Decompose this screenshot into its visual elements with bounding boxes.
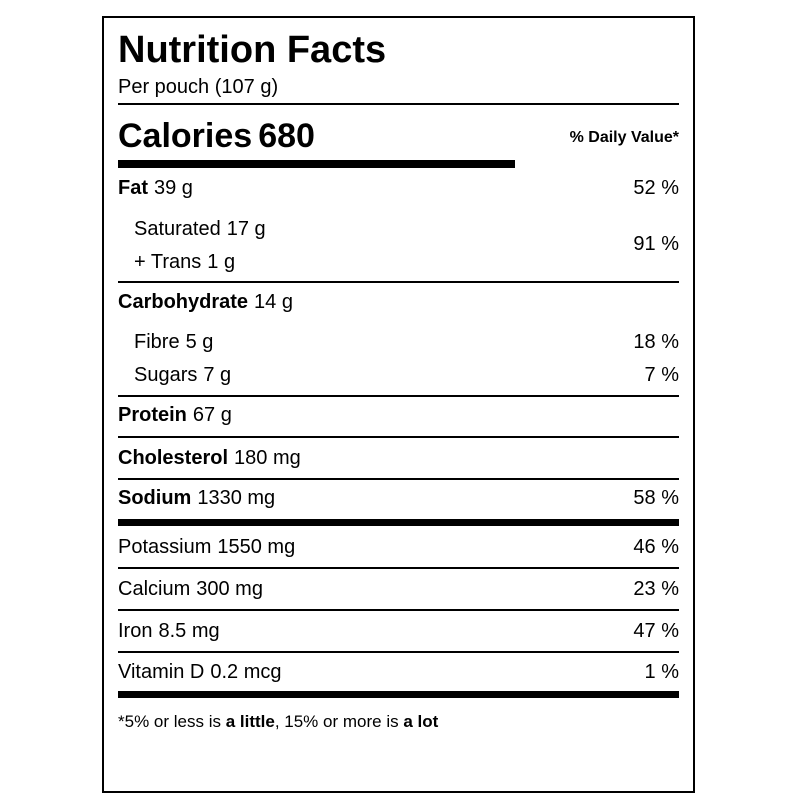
name: Cholesterol [118, 447, 229, 469]
amount: 67 g [192, 404, 232, 426]
dv: 7 % [644, 364, 679, 386]
name: Calcium [118, 578, 191, 600]
nutrient: Fat 39 g [118, 176, 193, 200]
dv: 91 % [633, 233, 679, 255]
dv: 52 % [633, 177, 679, 199]
title: Nutrition Facts [118, 29, 387, 71]
name: Fat [118, 177, 148, 199]
rule [118, 281, 679, 283]
dv-heading: % Daily Value* [569, 129, 679, 146]
footnote-text: a lot [403, 712, 439, 731]
name: Fibre [134, 331, 180, 353]
name: + Trans [134, 251, 202, 273]
serving: Per pouch (107 g) [118, 76, 279, 98]
nutrient: Sodium 1330 mg [118, 486, 275, 510]
amount: 300 mg [196, 578, 263, 600]
rule [118, 478, 679, 480]
nutrient: Carbohydrate 14 g [118, 290, 293, 314]
amount: 17 g [226, 218, 266, 240]
amount: 5 g [185, 331, 214, 353]
nutrient: Saturated 17 g [134, 217, 266, 241]
dv: 1 % [644, 661, 679, 683]
footnote: *5% or less is a little, 15% or more is … [118, 710, 438, 734]
dv: 23 % [633, 578, 679, 600]
nutrient: Cholesterol 180 mg [118, 446, 301, 470]
nutrition-label: Nutrition Facts Per pouch (107 g) Calori… [102, 16, 695, 793]
calories: Calories 680 [118, 116, 315, 156]
name: Saturated [134, 218, 221, 240]
name: Iron [118, 620, 153, 642]
dv: 58 % [633, 487, 679, 509]
name: Vitamin D [118, 661, 205, 683]
name: Sugars [134, 364, 198, 386]
rule [118, 160, 515, 168]
footnote-text: , 15% or more is [274, 712, 404, 731]
rule [118, 651, 679, 653]
name: Potassium [118, 536, 212, 558]
amount: 180 mg [234, 447, 301, 469]
nutrient: + Trans 1 g [134, 250, 235, 274]
rule [118, 436, 679, 438]
nutrient: Sugars 7 g [134, 363, 231, 387]
rule [118, 519, 679, 526]
rule [118, 691, 679, 698]
name: Carbohydrate [118, 291, 249, 313]
amount: 1330 mg [197, 487, 276, 509]
footnote-text: a little [225, 712, 275, 731]
nutrient: Protein 67 g [118, 403, 232, 427]
amount: 14 g [254, 291, 293, 313]
rule [118, 567, 679, 569]
amount: 1 g [207, 251, 236, 273]
nutrient: Potassium 1550 mg [118, 535, 295, 559]
dv: 18 % [633, 331, 679, 353]
dv: 46 % [633, 536, 679, 558]
footnote-text: *5% or less is [118, 712, 226, 731]
amount: 0.2 mcg [210, 661, 282, 683]
rule [118, 395, 679, 397]
rule [118, 103, 679, 105]
amount: 8.5 mg [158, 620, 220, 642]
amount: 1550 mg [217, 536, 296, 558]
nutrient: Calcium 300 mg [118, 577, 263, 601]
rule [118, 609, 679, 611]
nutrient: Vitamin D 0.2 mcg [118, 660, 281, 684]
nutrient: Fibre 5 g [134, 330, 213, 354]
name: Protein [118, 404, 187, 426]
calories-label: Calories [118, 117, 253, 155]
calories-value: 680 [258, 117, 315, 155]
dv: 47 % [633, 620, 679, 642]
amount: 7 g [203, 364, 232, 386]
nutrient: Iron 8.5 mg [118, 619, 220, 643]
name: Sodium [118, 487, 192, 509]
amount: 39 g [154, 177, 193, 199]
